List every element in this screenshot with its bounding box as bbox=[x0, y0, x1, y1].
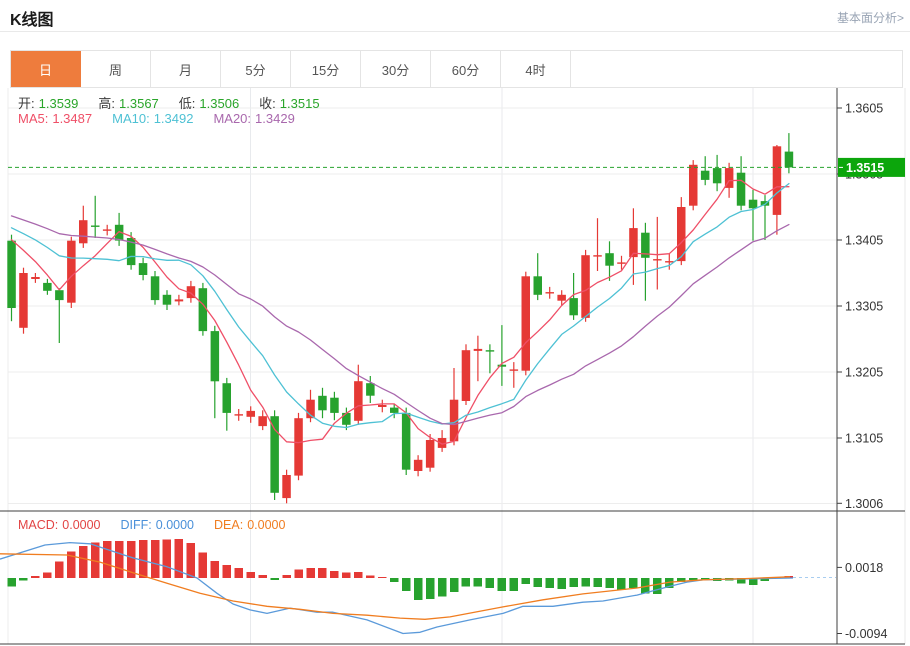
grid-layer bbox=[7, 88, 906, 644]
svg-text:1.3105: 1.3105 bbox=[845, 432, 883, 446]
svg-text:1.3305: 1.3305 bbox=[845, 300, 883, 314]
svg-text:1.3205: 1.3205 bbox=[845, 366, 883, 380]
svg-text:0.0018: 0.0018 bbox=[845, 561, 883, 575]
svg-text:1.3006: 1.3006 bbox=[845, 497, 883, 511]
price-axis: 1.36051.35051.34051.33051.32051.31051.30… bbox=[0, 88, 905, 645]
ma-lines bbox=[10, 179, 790, 445]
ma20-line bbox=[10, 215, 790, 426]
svg-text:-0.0094: -0.0094 bbox=[845, 627, 887, 641]
tab-5min[interactable]: 5分 bbox=[221, 51, 291, 87]
macd-histogram bbox=[7, 539, 794, 600]
header-divider bbox=[0, 31, 910, 32]
page-title: K线图 bbox=[10, 12, 54, 29]
svg-text:1.3515: 1.3515 bbox=[846, 161, 884, 175]
candlestick-series bbox=[7, 133, 794, 504]
svg-text:1.3405: 1.3405 bbox=[845, 234, 883, 248]
tab-day[interactable]: 日 bbox=[11, 51, 81, 87]
tabbar-filler bbox=[571, 51, 902, 87]
tab-60min[interactable]: 60分 bbox=[431, 51, 501, 87]
diff-line bbox=[0, 541, 794, 635]
fundamental-analysis-link[interactable]: 基本面分析> bbox=[836, 11, 904, 25]
tab-month[interactable]: 月 bbox=[151, 51, 221, 87]
ma5-line bbox=[10, 179, 790, 445]
tab-week[interactable]: 周 bbox=[81, 51, 151, 87]
period-tabbar: 日周月 5分 15分 30分 60分 4时 bbox=[10, 50, 903, 88]
tab-4hour[interactable]: 4时 bbox=[501, 51, 571, 87]
kline-chart-canvas[interactable]: 1.36051.35051.34051.33051.32051.31051.30… bbox=[0, 88, 910, 646]
tab-30min[interactable]: 30分 bbox=[361, 51, 431, 87]
macd-lines bbox=[0, 541, 836, 635]
svg-text:1.3605: 1.3605 bbox=[845, 102, 883, 116]
current-price-badge: 1.3515 bbox=[838, 157, 905, 177]
dea-line bbox=[0, 553, 791, 620]
tab-15min[interactable]: 15分 bbox=[291, 51, 361, 87]
ma10-line bbox=[10, 182, 790, 429]
